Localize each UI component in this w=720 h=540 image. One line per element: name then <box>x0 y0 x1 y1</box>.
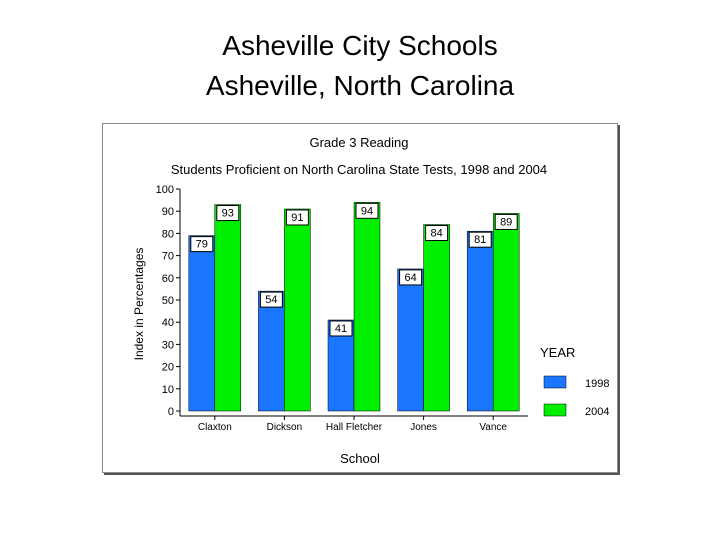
data-label: 89 <box>500 216 512 228</box>
bar-2004 <box>353 202 381 412</box>
x-tick-label: Jones <box>410 422 437 433</box>
data-label-box <box>190 236 214 253</box>
data-label-box <box>468 231 492 248</box>
legend-label: 2004 <box>585 406 609 418</box>
bar-chart: Grade 3 Reading Students Proficient on N… <box>132 135 609 466</box>
y-tick-label: 80 <box>162 228 174 240</box>
chart-title: Grade 3 Reading <box>309 135 408 150</box>
y-tick-label: 30 <box>162 339 174 351</box>
y-tick-label: 0 <box>168 406 174 418</box>
chart-subtitle: Students Proficient on North Carolina St… <box>171 162 547 177</box>
data-label-box <box>494 213 518 230</box>
data-label: 54 <box>265 294 277 306</box>
data-label-box <box>285 209 309 226</box>
bar-2004 <box>492 213 520 412</box>
x-tick-label: Claxton <box>198 422 232 433</box>
legend-swatch-2004 <box>543 403 567 417</box>
bar-1998 <box>397 268 424 412</box>
data-label-box <box>216 205 240 222</box>
x-tick-label: Dickson <box>267 422 303 433</box>
x-tick-label: Hall Fletcher <box>326 422 383 433</box>
x-tick-label: Vance <box>479 422 507 433</box>
data-label: 81 <box>474 234 486 246</box>
y-tick-label: 90 <box>162 206 174 218</box>
data-label-box <box>425 225 449 242</box>
y-tick-label: 20 <box>162 362 174 374</box>
x-ticks: Claxton Dickson Hall Fletcher Jones Vance <box>198 416 507 433</box>
x-axis-label: School <box>340 451 380 466</box>
data-label-box <box>355 202 379 219</box>
data-label: 41 <box>335 323 347 335</box>
y-tick-label: 50 <box>162 295 174 307</box>
data-label: 64 <box>404 272 416 284</box>
y-tick-label: 100 <box>156 184 174 196</box>
y-ticks: 0 10 20 30 40 50 60 70 80 90 100 <box>156 184 180 418</box>
data-label: 93 <box>222 208 234 220</box>
legend-title: YEAR <box>540 345 575 360</box>
bar-1998 <box>258 290 285 412</box>
bar-2004 <box>423 224 450 412</box>
slide-title-line2: Asheville, North Carolina <box>205 70 515 101</box>
slide-title-line1: Asheville City Schools <box>222 30 498 61</box>
y-tick-label: 60 <box>162 273 174 285</box>
bars: 79 93 54 91 41 94 64 84 81 89 <box>188 202 520 412</box>
legend: 1998 2004 <box>543 375 609 418</box>
data-label-box <box>399 269 423 286</box>
bar-2004 <box>284 208 311 412</box>
y-tick-label: 40 <box>162 317 174 329</box>
legend-swatch-1998 <box>543 375 567 389</box>
data-label: 79 <box>196 239 208 251</box>
chart-frame: Grade 3 Reading Students Proficient on N… <box>102 123 618 473</box>
data-label-box <box>259 291 283 308</box>
data-label: 84 <box>430 228 442 240</box>
y-tick-label: 10 <box>162 384 174 396</box>
y-tick-label: 70 <box>162 251 174 263</box>
y-axis-label: Index in Percentages <box>132 248 146 361</box>
bar-2004 <box>214 204 242 412</box>
data-label-box <box>329 320 353 337</box>
bar-1998 <box>466 230 494 412</box>
data-label: 91 <box>291 212 303 224</box>
data-label: 94 <box>361 205 373 217</box>
legend-label: 1998 <box>585 378 609 390</box>
bar-1998 <box>188 235 216 412</box>
